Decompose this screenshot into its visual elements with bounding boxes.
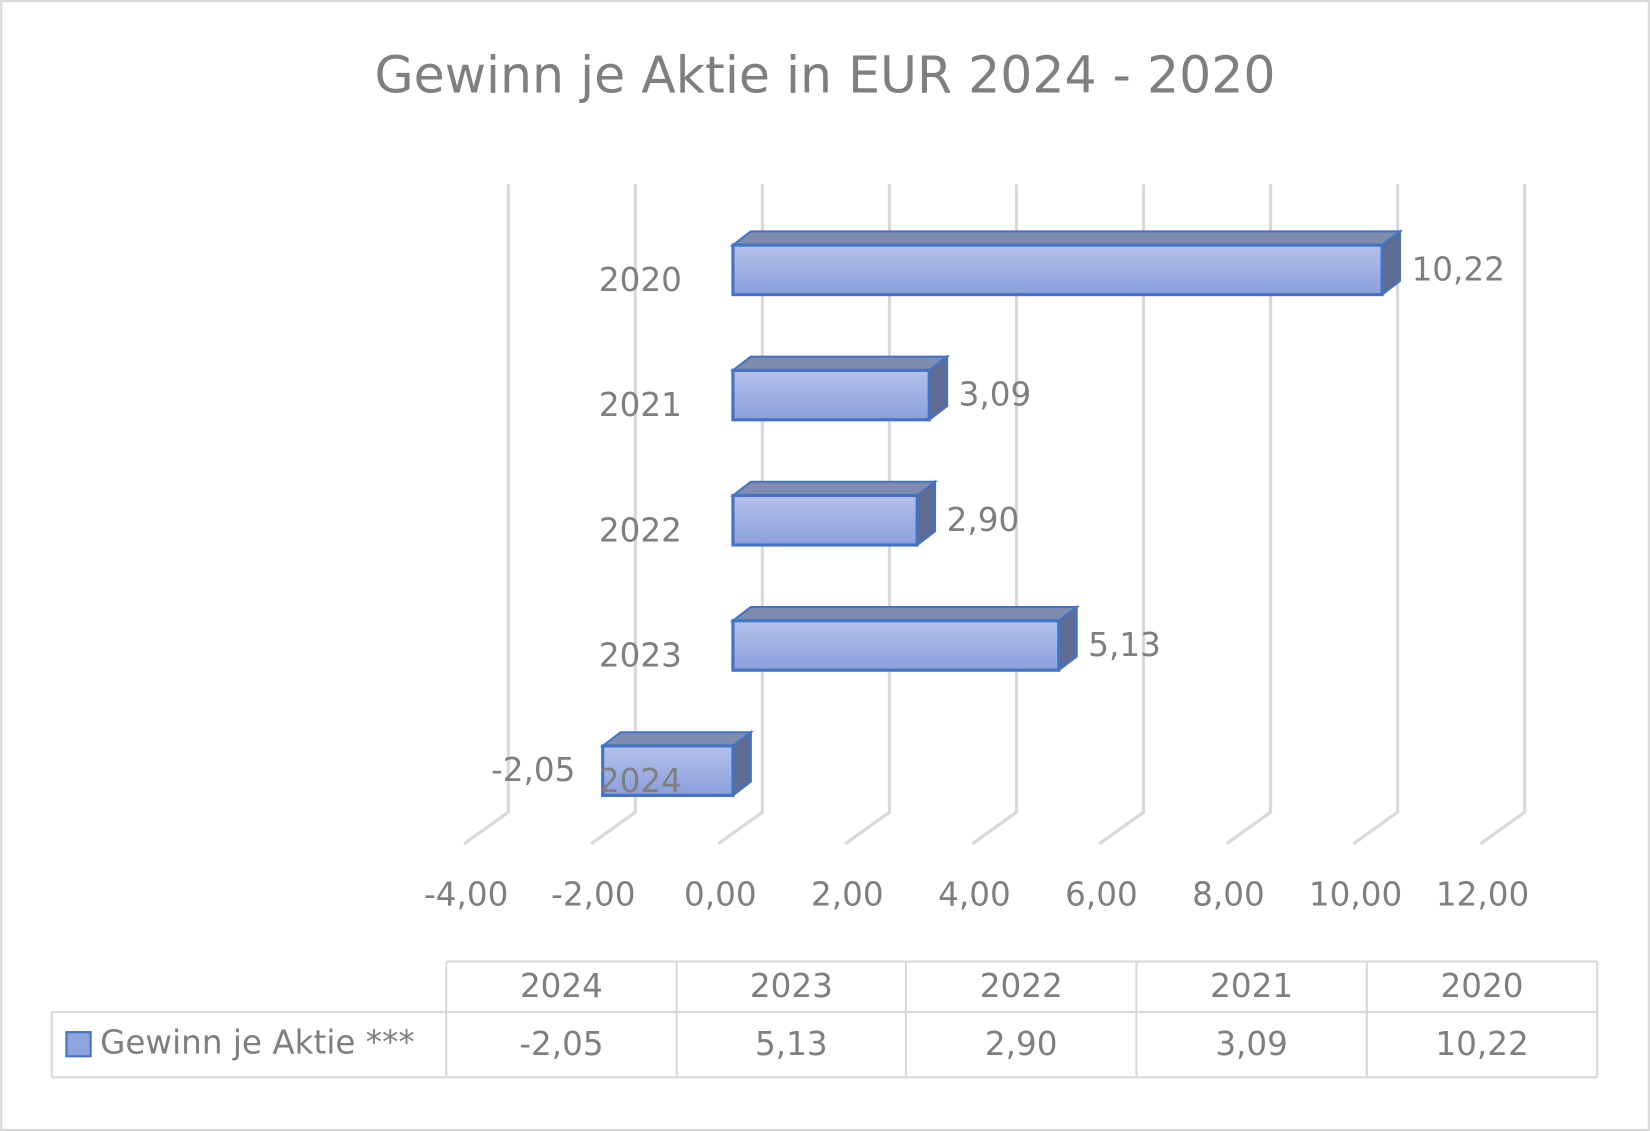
- bar-top: [599, 731, 754, 747]
- grid-line: [1352, 184, 1400, 846]
- y-tick-label: 2020: [599, 261, 682, 299]
- data-table: 2024 -2,05 2023 5,13 2022 2,90 2021 3,09 2020 10,…: [50, 960, 1599, 1079]
- table-value: 5,13: [755, 1025, 828, 1063]
- table-header: 2022: [980, 967, 1063, 1005]
- grid-line: [1098, 184, 1146, 846]
- bar-top: [729, 480, 939, 497]
- x-tick-label: 10,00: [1309, 875, 1402, 913]
- table-header: 2021: [1210, 967, 1293, 1005]
- grid-line: [971, 184, 1019, 846]
- grid-line: [1479, 184, 1527, 846]
- table-value: 2,90: [985, 1025, 1058, 1063]
- table-header: 2023: [750, 967, 833, 1005]
- data-label: 3,09: [959, 376, 1032, 414]
- bar-top: [729, 606, 1080, 622]
- table-value: -2,05: [519, 1025, 603, 1063]
- grid-line: [463, 184, 510, 846]
- y-tick-label: 2023: [599, 637, 682, 675]
- bar: [731, 368, 931, 422]
- y-tick-label: 2022: [599, 511, 682, 549]
- x-tick-label: -4,00: [424, 875, 508, 913]
- x-tick-label: 12,00: [1436, 875, 1529, 913]
- bar-top: [729, 355, 951, 372]
- x-tick-label: 8,00: [1192, 875, 1265, 913]
- chart-title: Gewinn je Aktie in EUR 2024 - 2020: [375, 45, 1276, 104]
- table-header: 2024: [520, 967, 603, 1005]
- y-tick-label: 2021: [599, 386, 682, 424]
- data-label: 2,90: [947, 501, 1020, 539]
- bar-top: [729, 230, 1404, 247]
- data-label: 10,22: [1412, 250, 1505, 288]
- y-tick-label: 2024: [599, 762, 682, 800]
- x-tick-label: 4,00: [938, 875, 1011, 913]
- x-tick-label: 2,00: [811, 875, 884, 913]
- grid-line: [590, 184, 637, 846]
- data-label: 5,13: [1088, 626, 1161, 664]
- x-tick-label: 0,00: [684, 875, 757, 913]
- bar: [731, 243, 1384, 297]
- bar: [731, 619, 1061, 672]
- table-value: 10,22: [1435, 1025, 1528, 1063]
- legend-label: Gewinn je Aktie ***: [100, 1024, 415, 1062]
- grid-line: [1225, 184, 1273, 846]
- legend-key: [65, 1031, 92, 1058]
- data-label: -2,05: [491, 751, 575, 789]
- x-tick-label: 6,00: [1065, 875, 1138, 913]
- x-tick-label: -2,00: [551, 875, 635, 913]
- table-header: 2020: [1441, 967, 1524, 1005]
- table-value: 3,09: [1215, 1025, 1288, 1063]
- bar: [731, 493, 919, 547]
- bar: [601, 744, 735, 797]
